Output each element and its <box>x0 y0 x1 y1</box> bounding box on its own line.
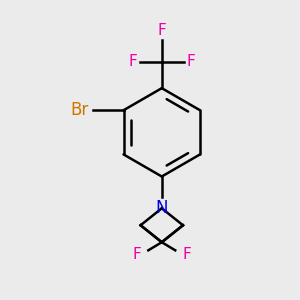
Text: F: F <box>182 247 191 262</box>
Text: N: N <box>155 199 168 217</box>
Text: F: F <box>158 23 166 38</box>
Text: Br: Br <box>71 101 89 119</box>
Text: F: F <box>187 54 196 69</box>
Text: F: F <box>133 247 142 262</box>
Text: F: F <box>128 54 137 69</box>
